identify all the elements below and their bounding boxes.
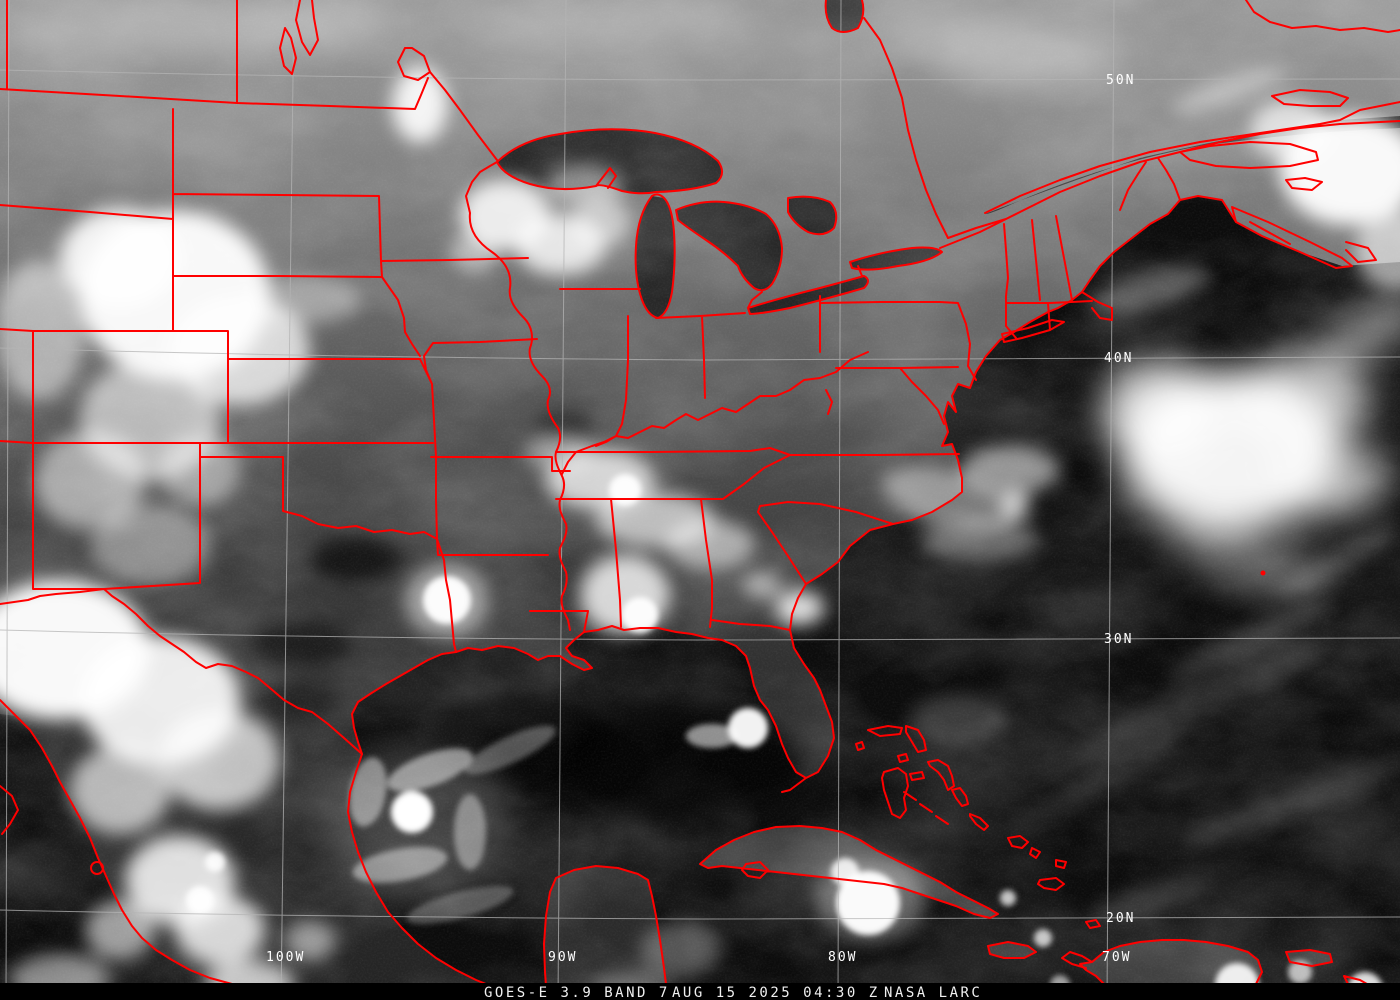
mississippi-river <box>465 161 571 631</box>
bermuda-marker <box>1260 570 1266 576</box>
great-lakes-outline <box>496 128 943 319</box>
state-boundaries-east <box>529 288 971 633</box>
lat-label-50n: 50N <box>1106 73 1135 88</box>
gridline-70w <box>1106 0 1115 1000</box>
lon-label-70w: 70W <box>1102 950 1131 965</box>
graticule-labels: 50N 40N 30N 20N 100W 90W 80W 70W <box>266 73 1135 965</box>
canada-borders <box>0 0 1400 239</box>
gridline-80w <box>837 0 842 1000</box>
gridline-30n <box>0 629 1400 641</box>
caption-credit: NASA LARC <box>884 985 982 1000</box>
caption-timestamp: AUG 15 2025 04:30 Z <box>672 985 880 1000</box>
lon-label-100w: 100W <box>266 950 305 965</box>
gridline-20n <box>0 909 1400 920</box>
gridline-40n <box>0 347 1400 361</box>
mexico-borders-coastline <box>0 588 669 1000</box>
caption-bar: GOES-E 3.9 BAND 7 AUG 15 2025 04:30 Z NA… <box>0 983 1400 1000</box>
mexico-lagoon-outline <box>90 861 104 875</box>
gridline-100w <box>280 0 295 1000</box>
atlantic-gulf-coastline <box>351 195 1237 793</box>
caption-bar-background <box>0 983 1400 1000</box>
northeast-boundaries <box>939 89 1400 381</box>
lon-label-90w: 90W <box>548 950 577 965</box>
gridline-50n <box>0 69 1400 81</box>
lon-label-80w: 80W <box>828 950 857 965</box>
state-boundaries-west <box>0 108 571 653</box>
caption-product: GOES-E 3.9 BAND 7 <box>484 985 670 1000</box>
bahamas-outline <box>855 725 1067 891</box>
lat-label-30n: 30N <box>1104 632 1133 647</box>
lat-label-40n: 40N <box>1104 351 1133 366</box>
lat-label-20n: 20N <box>1106 911 1135 926</box>
gridline-110w <box>5 0 10 1000</box>
